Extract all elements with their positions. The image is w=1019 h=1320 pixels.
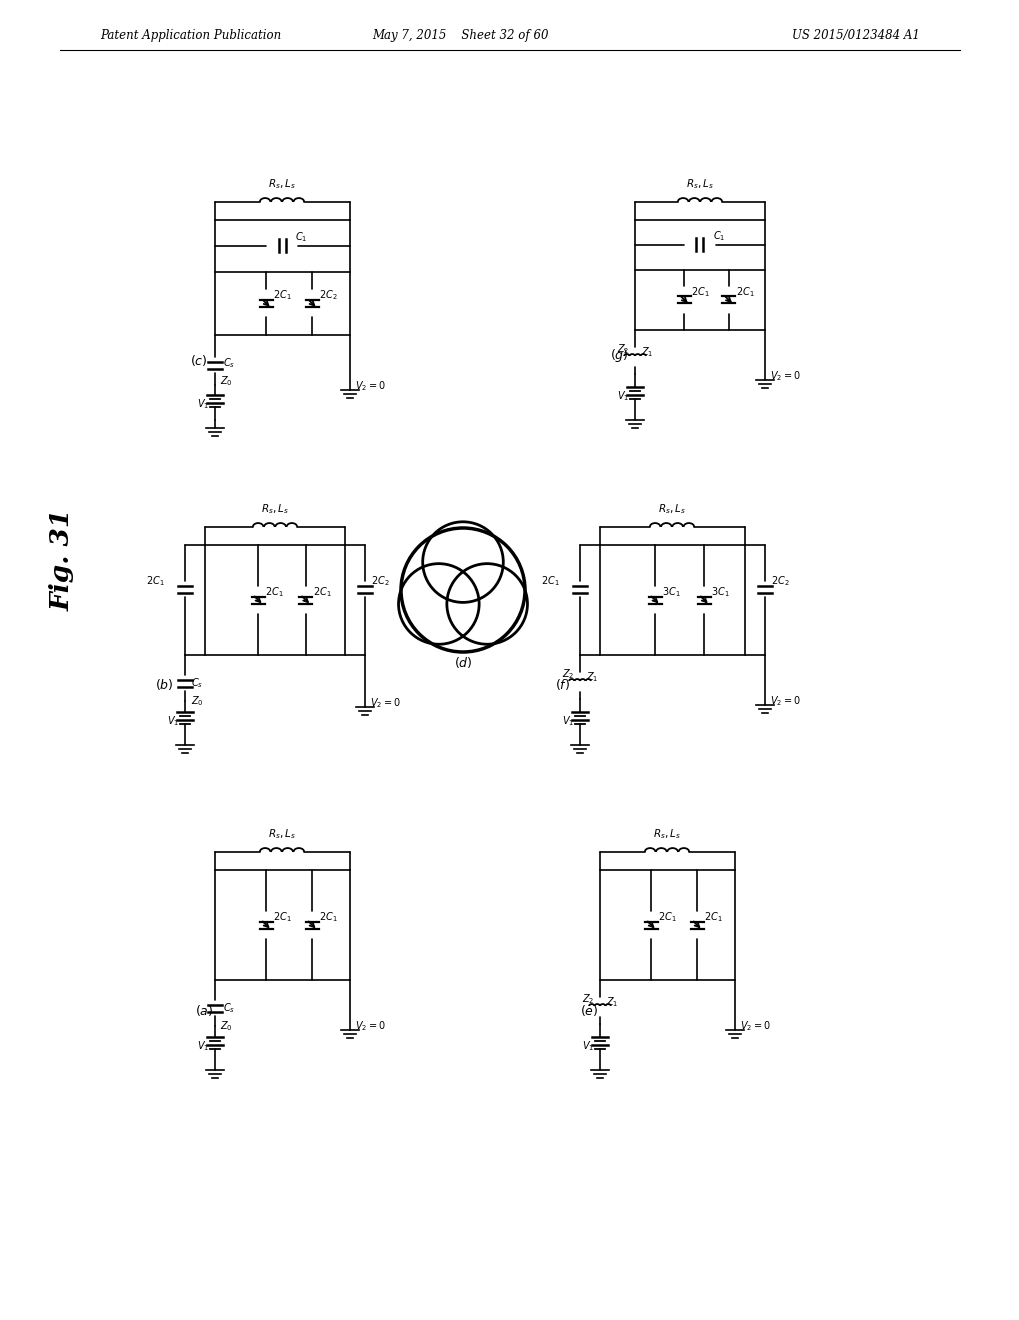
Text: $2C_1$: $2C_1$ [703,909,722,924]
Text: $Z_2$: $Z_2$ [561,667,574,681]
Text: $V_1$: $V_1$ [166,714,178,727]
Text: $V_2=0$: $V_2=0$ [355,379,385,393]
Text: $R_s, L_s$: $R_s, L_s$ [657,502,686,516]
Text: May 7, 2015    Sheet 32 of 60: May 7, 2015 Sheet 32 of 60 [371,29,548,41]
Text: $Z_0$: $Z_0$ [220,1019,232,1032]
Text: $R_s, L_s$: $R_s, L_s$ [652,828,681,841]
Text: $Z_2$: $Z_2$ [615,342,629,356]
Text: $2C_1$: $2C_1$ [313,585,331,599]
Text: $Z_1$: $Z_1$ [640,345,653,359]
Bar [205,545,344,655]
Text: $R_s, L_s$: $R_s, L_s$ [261,502,288,516]
Text: $V_2=0$: $V_2=0$ [769,694,800,708]
Text: $Z_0$: $Z_0$ [220,374,232,388]
Bar [599,545,744,655]
Text: $V_2=0$: $V_2=0$ [739,1019,770,1032]
Text: $Z_1$: $Z_1$ [605,995,618,1008]
Text: $V_2=0$: $V_2=0$ [355,1019,385,1032]
Bar [215,870,350,979]
Text: $V_1$: $V_1$ [197,397,209,411]
Text: $C_s$: $C_s$ [191,676,203,690]
Text: $C_s$: $C_s$ [223,1001,235,1015]
Text: $2C_1$: $2C_1$ [735,285,753,298]
Text: $V_1$: $V_1$ [616,389,629,403]
Text: $R_s, L_s$: $R_s, L_s$ [686,177,713,191]
Text: $(b)$: $(b)$ [155,677,173,693]
Text: Fig. 31: Fig. 31 [50,510,74,611]
Text: US 2015/0123484 A1: US 2015/0123484 A1 [792,29,919,41]
Text: $(f)$: $(f)$ [554,677,570,693]
Text: $C_1$: $C_1$ [296,230,308,244]
Text: $V_2=0$: $V_2=0$ [370,696,400,710]
Text: $Z_0$: $Z_0$ [191,694,204,708]
Text: $R_s, L_s$: $R_s, L_s$ [268,828,296,841]
Text: $2C_1$: $2C_1$ [691,285,709,298]
Bar [599,870,735,979]
Text: $Z_1$: $Z_1$ [586,671,598,684]
Text: $R_s, L_s$: $R_s, L_s$ [268,177,296,191]
Text: $3C_1$: $3C_1$ [710,585,730,599]
Text: $(g)$: $(g)$ [609,346,628,363]
Text: $2C_1$: $2C_1$ [657,909,677,924]
Text: $C_s$: $C_s$ [223,356,235,370]
Text: Patent Application Publication: Patent Application Publication [100,29,281,41]
Text: $(e)$: $(e)$ [580,1002,598,1018]
Text: $2C_2$: $2C_2$ [319,289,337,302]
Text: $3C_1$: $3C_1$ [661,585,680,599]
Text: $Z_2$: $Z_2$ [581,993,593,1006]
Text: $V_1$: $V_1$ [581,1039,593,1053]
Text: $2C_1$: $2C_1$ [265,585,283,599]
Bar [215,220,350,335]
Text: $(a)$: $(a)$ [195,1002,213,1018]
Text: $V_1$: $V_1$ [561,714,574,727]
Text: $2C_2$: $2C_2$ [371,574,389,587]
Text: $V_2=0$: $V_2=0$ [769,370,800,383]
Text: $2C_1$: $2C_1$ [273,289,291,302]
Text: $V_1$: $V_1$ [197,1039,209,1053]
Text: $2C_1$: $2C_1$ [273,909,291,924]
Text: $(d)$: $(d)$ [453,655,472,669]
Text: $2C_1$: $2C_1$ [147,574,165,587]
Text: $2C_1$: $2C_1$ [319,909,337,924]
Text: $(c)$: $(c)$ [190,352,207,367]
Text: $2C_1$: $2C_1$ [541,574,559,587]
Text: $C_1$: $C_1$ [712,228,725,243]
Bar [635,220,764,330]
Text: $2C_2$: $2C_2$ [770,574,789,587]
